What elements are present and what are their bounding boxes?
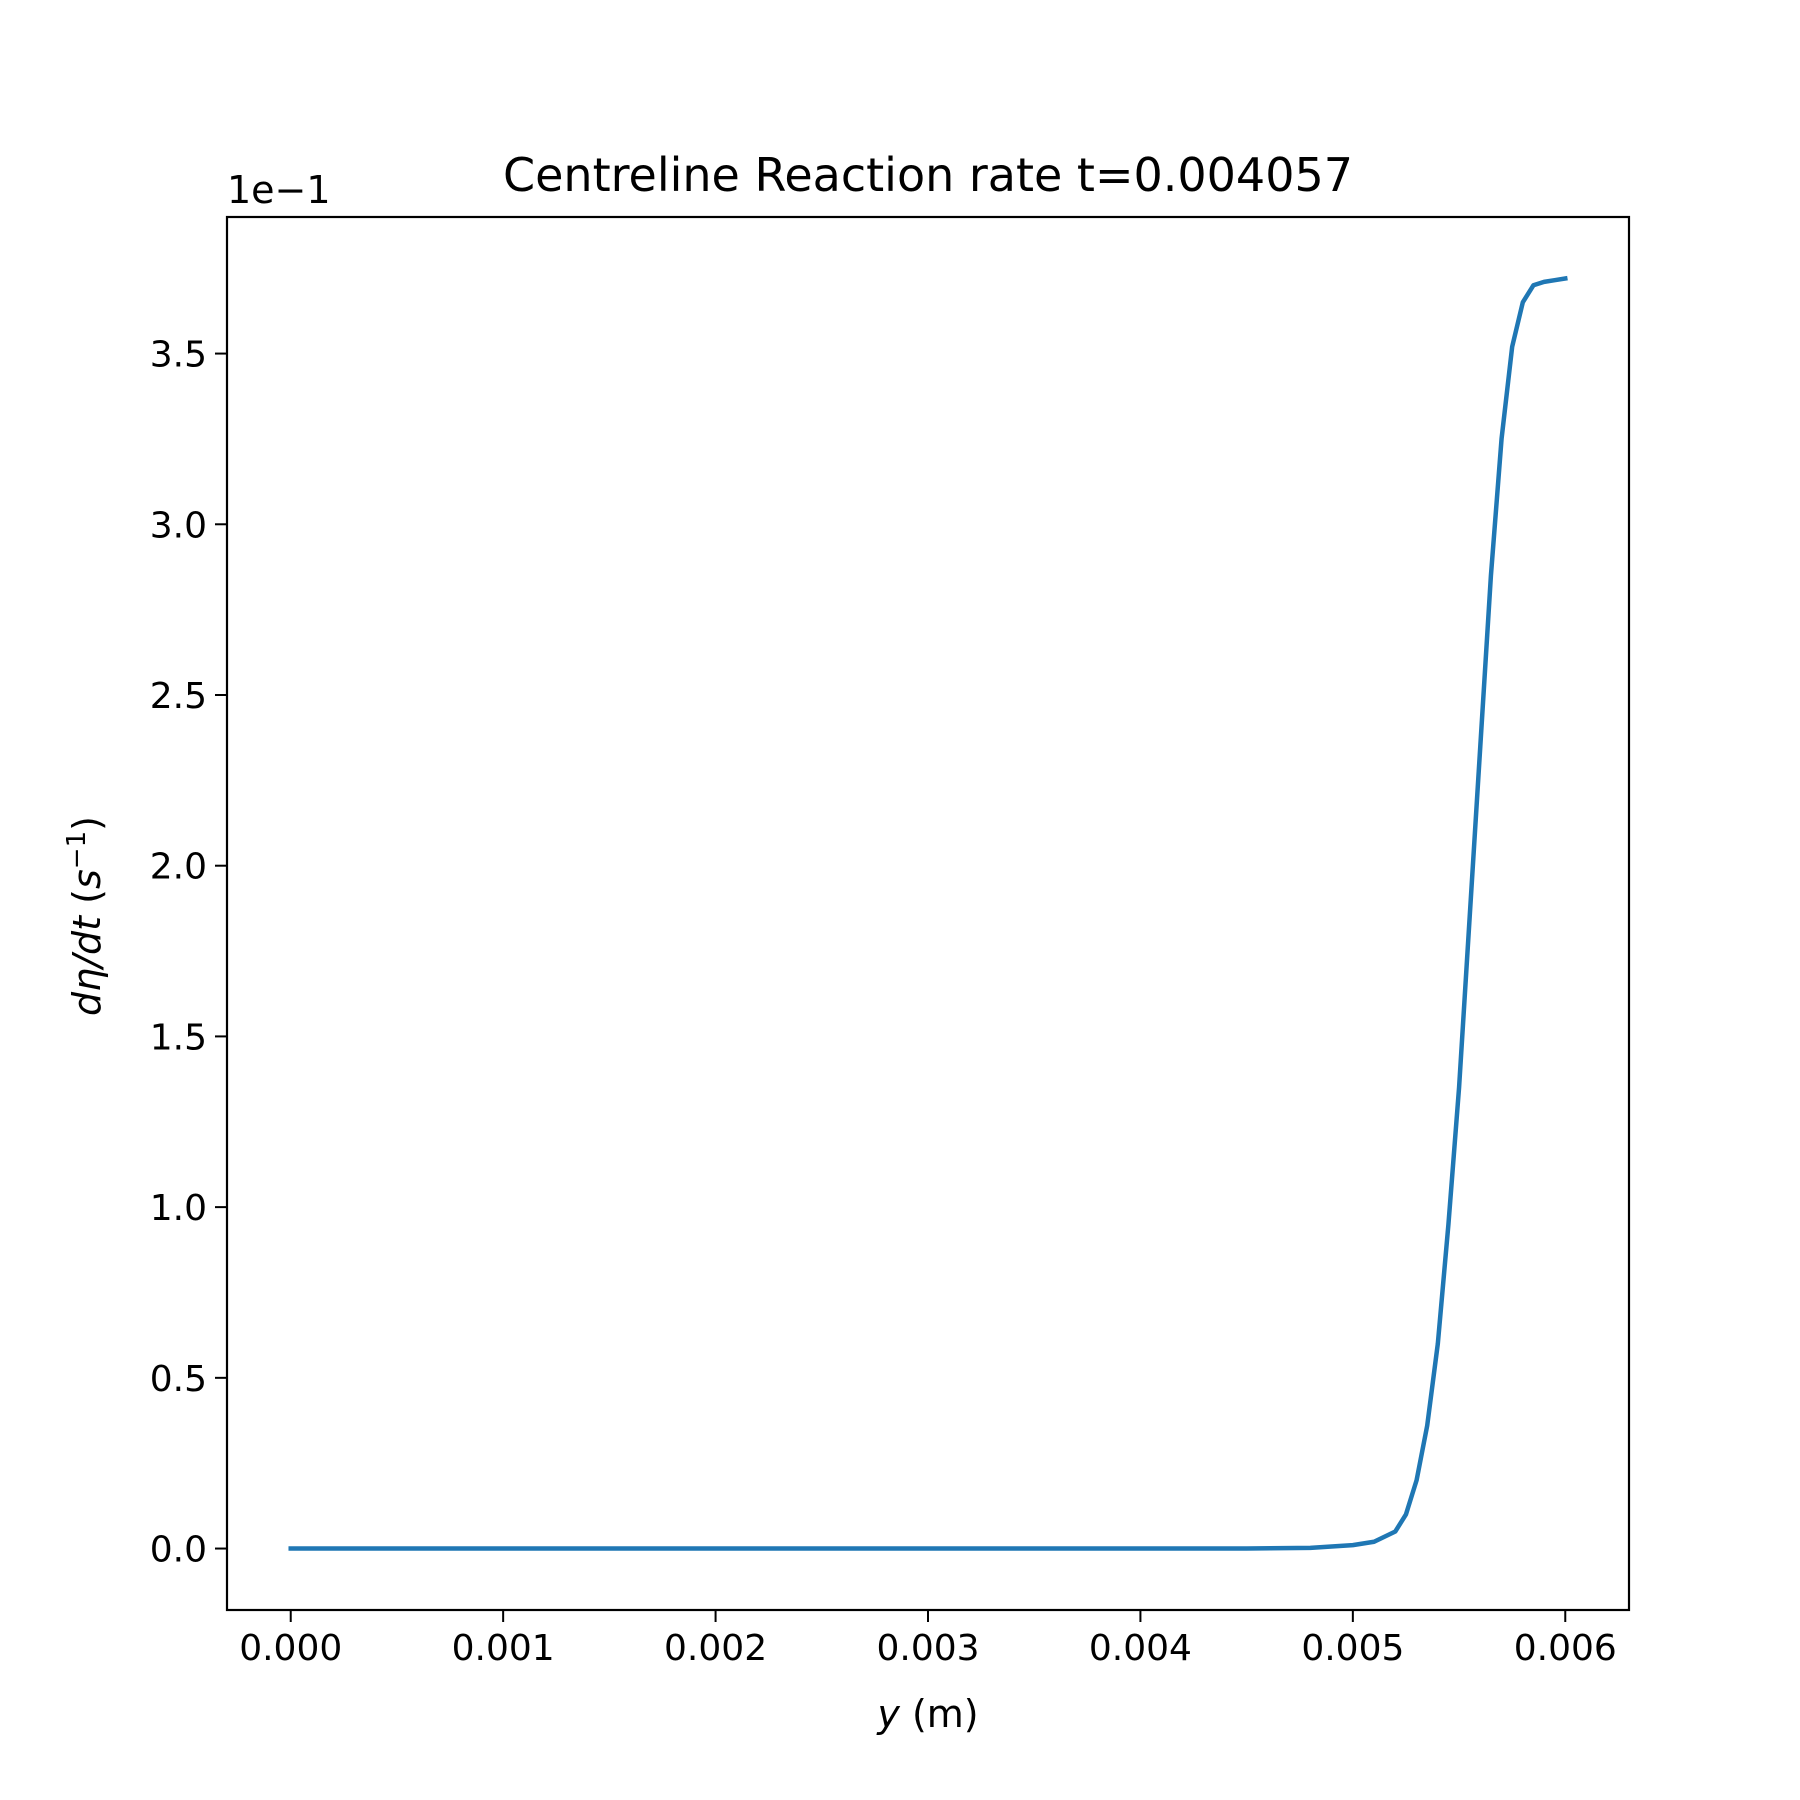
x-tick-label: 0.003 xyxy=(876,1628,979,1669)
y-axis-variable: dη/dt xyxy=(65,914,109,1016)
y-axis-unit-open: ( xyxy=(65,889,109,916)
y-axis: 0.0 0.5 1.0 1.5 2.0 2.5 3.0 3.5 xyxy=(150,335,227,1571)
x-tick-label: 0.004 xyxy=(1089,1628,1192,1669)
y-tick-label: 3.5 xyxy=(150,335,207,376)
x-tick-label: 0.002 xyxy=(664,1628,767,1669)
y-axis-unit-base: s xyxy=(65,869,109,889)
x-tick-label: 0.005 xyxy=(1301,1628,1404,1669)
x-axis-label: y (m) xyxy=(876,1692,978,1736)
y-tick-label: 1.5 xyxy=(150,1017,207,1058)
x-tick-label: 0.000 xyxy=(239,1628,342,1669)
x-axis-unit: (m) xyxy=(900,1692,979,1736)
series-line-0 xyxy=(288,275,1568,1551)
y-tick-label: 2.5 xyxy=(150,676,207,717)
y-tick-label: 1.0 xyxy=(150,1188,207,1229)
plot-area xyxy=(225,215,1631,1612)
x-tick-label: 0.001 xyxy=(452,1628,555,1669)
chart-title: Centreline Reaction rate t=0.004057 xyxy=(503,148,1353,202)
y-axis-unit-exponent: −1 xyxy=(62,831,92,869)
plot-frame xyxy=(225,215,1631,1612)
y-offset-label: 1e−1 xyxy=(227,168,331,212)
y-tick-label: 0.5 xyxy=(150,1359,207,1400)
x-axis-variable: y xyxy=(876,1692,900,1736)
y-tick-label: 3.0 xyxy=(150,505,207,546)
x-tick-label: 0.006 xyxy=(1514,1628,1617,1669)
y-tick-label: 0.0 xyxy=(150,1530,207,1571)
y-tick-label: 2.0 xyxy=(150,847,207,888)
y-axis-label: dη/dt (s−1) xyxy=(62,816,109,1016)
y-axis-unit-close: ) xyxy=(65,816,109,831)
x-axis: 0.000 0.001 0.002 0.003 0.004 0.005 0.006 xyxy=(239,1610,1617,1669)
